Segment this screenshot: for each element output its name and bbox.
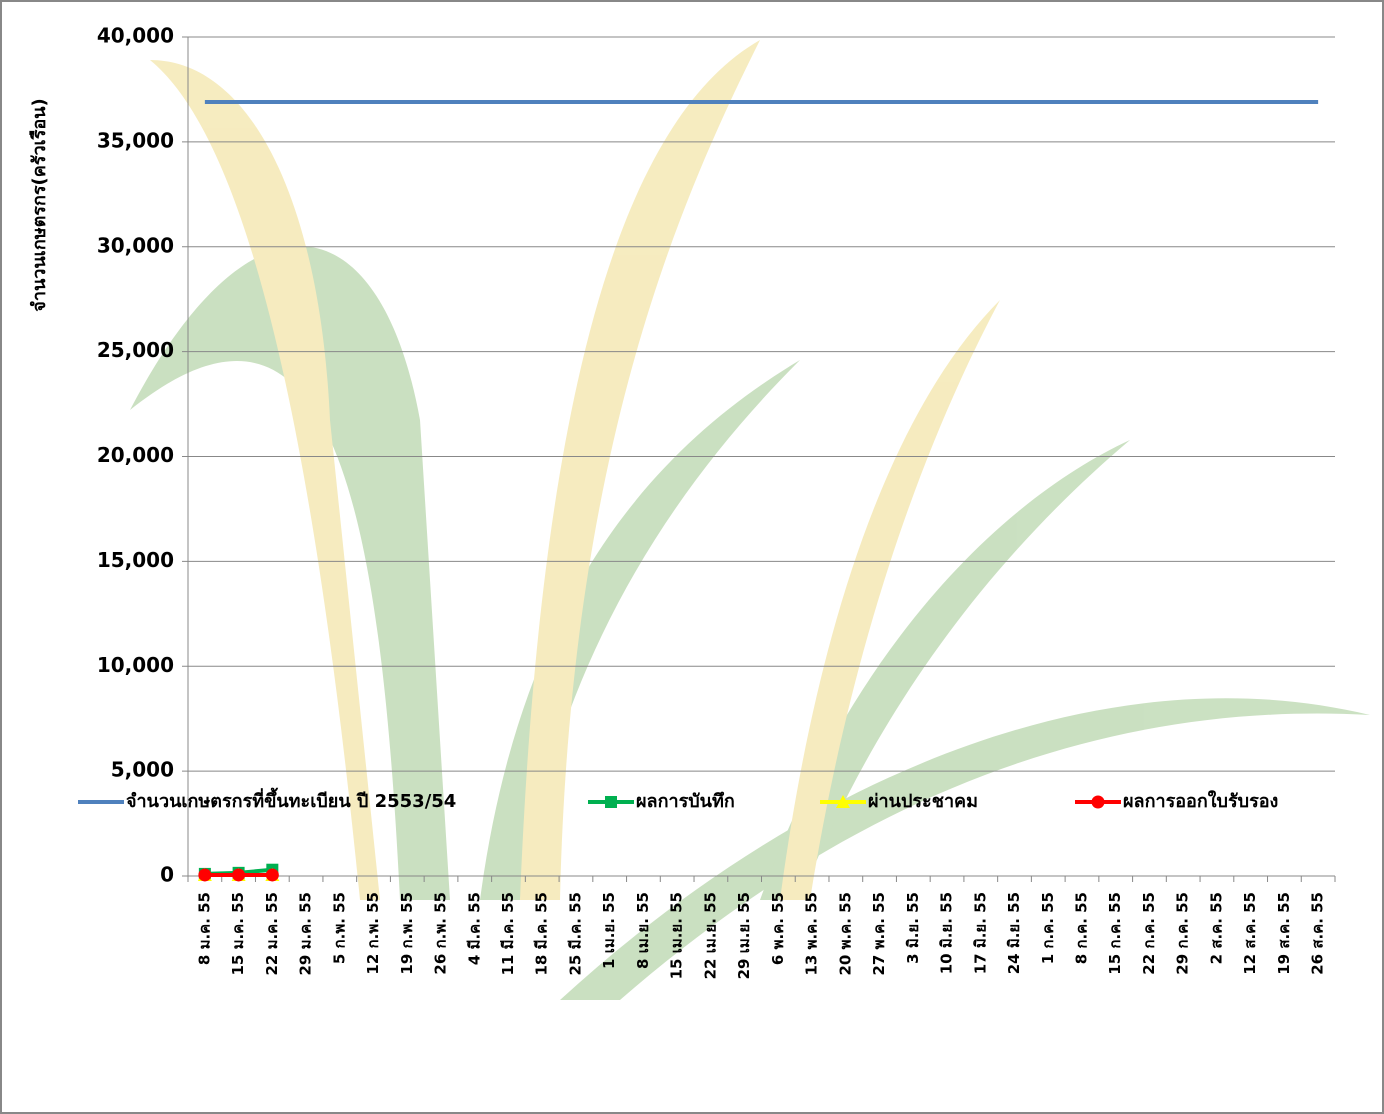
x-tick-label: 17 มิ.ย. 55 bbox=[971, 892, 989, 974]
x-tick-label: 3 มิ.ย. 55 bbox=[904, 892, 922, 964]
x-tick-label: 8 ก.ค. 55 bbox=[1072, 892, 1090, 964]
x-tick-label: 29 ม.ค. 55 bbox=[297, 892, 315, 976]
x-tick-label: 29 ก.ค. 55 bbox=[1174, 892, 1192, 975]
marker bbox=[198, 868, 211, 881]
x-tick-label: 11 มี.ค. 55 bbox=[499, 892, 517, 976]
legend-label: ผลการบันทึก bbox=[636, 791, 735, 812]
x-tick-label: 4 มี.ค. 55 bbox=[465, 892, 483, 965]
y-axis-label: จำนวนเกษตรกร(ครัวเรือน) bbox=[29, 98, 50, 311]
x-tick-label: 22 ก.ค. 55 bbox=[1140, 892, 1158, 975]
legend-label: จำนวนเกษตรกรที่ขึ้นทะเบียน ปี 2553/54 bbox=[126, 787, 456, 812]
y-tick-label: 0 bbox=[160, 863, 174, 887]
x-tick-label: 25 มี.ค. 55 bbox=[566, 892, 584, 976]
x-tick-label: 24 มิ.ย. 55 bbox=[1005, 892, 1023, 974]
legend-label: ผลการออกใบรับรอง bbox=[1123, 790, 1278, 812]
x-tick-label: 6 พ.ค. 55 bbox=[769, 892, 787, 965]
chart: จำนวนเกษตรกร(ครัวเรือน) 0 5,000 10,000 15,0… bbox=[0, 0, 1384, 1114]
x-tick-label: 19 ก.พ. 55 bbox=[398, 892, 416, 975]
y-tick-label: 5,000 bbox=[111, 758, 174, 782]
x-tick-label: 29 เม.ย. 55 bbox=[735, 892, 753, 979]
x-tick-label: 15 เม.ย. 55 bbox=[668, 892, 686, 979]
marker bbox=[266, 868, 279, 881]
x-tick-label: 13 พ.ค. 55 bbox=[803, 892, 821, 976]
y-tick-label: 15,000 bbox=[97, 548, 174, 572]
y-tick-label: 35,000 bbox=[97, 128, 174, 152]
y-tick-label: 30,000 bbox=[97, 233, 174, 257]
y-tick-label: 20,000 bbox=[97, 443, 174, 467]
x-tick-label: 15 ก.ค. 55 bbox=[1106, 892, 1124, 975]
x-tick-label: 12 ก.พ. 55 bbox=[364, 892, 382, 975]
x-tick-label: 10 มิ.ย. 55 bbox=[938, 892, 956, 974]
x-tick-label: 8 เม.ย. 55 bbox=[634, 892, 652, 969]
x-tick-label: 19 ส.ค. 55 bbox=[1275, 892, 1293, 975]
legend-label: ผ่านประชาคม bbox=[868, 791, 978, 812]
x-tick-label: 1 ก.ค. 55 bbox=[1039, 892, 1057, 964]
marker bbox=[232, 868, 245, 881]
x-tick-label: 1 เม.ย. 55 bbox=[600, 892, 618, 969]
x-tick-label: 26 ส.ค. 55 bbox=[1309, 892, 1327, 975]
y-tick-label: 25,000 bbox=[97, 338, 174, 362]
x-tick-label: 8 ม.ค. 55 bbox=[195, 892, 213, 965]
x-tick-label: 18 มี.ค. 55 bbox=[533, 892, 551, 976]
x-tick-label: 15 ม.ค. 55 bbox=[229, 892, 247, 976]
y-tick-label: 10,000 bbox=[97, 653, 174, 677]
x-tick-label: 27 พ.ค. 55 bbox=[870, 892, 888, 976]
x-tick-label: 2 ส.ค. 55 bbox=[1207, 892, 1225, 964]
legend-marker bbox=[605, 796, 617, 808]
x-tick-label: 12 ส.ค. 55 bbox=[1241, 892, 1259, 975]
y-tick-label: 40,000 bbox=[97, 24, 174, 48]
legend-marker bbox=[1092, 796, 1105, 809]
x-tick-label: 22 ม.ค. 55 bbox=[263, 892, 281, 976]
x-tick-label: 20 พ.ค. 55 bbox=[836, 892, 854, 976]
x-tick-label: 26 ก.พ. 55 bbox=[432, 892, 450, 975]
x-tick-label: 5 ก.พ. 55 bbox=[330, 892, 348, 964]
x-tick-label: 22 เม.ย. 55 bbox=[701, 892, 719, 979]
